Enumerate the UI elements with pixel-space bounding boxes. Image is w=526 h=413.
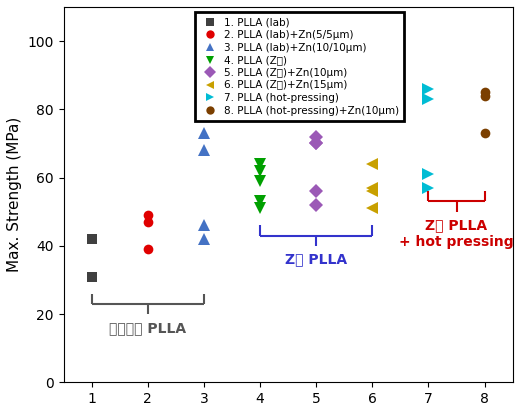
Text: Z社 PLLA: Z社 PLLA	[285, 253, 347, 267]
Text: Z社 PLLA
+ hot pressing: Z社 PLLA + hot pressing	[399, 218, 514, 249]
Legend: 1. PLLA (lab), 2. PLLA (lab)+Zn(5/5μm), 3. PLLA (lab)+Zn(10/10μm), 4. PLLA (Z社),: 1. PLLA (lab), 2. PLLA (lab)+Zn(5/5μm), …	[195, 12, 404, 121]
Y-axis label: Max. Strength (MPa): Max. Strength (MPa)	[7, 117, 22, 272]
Text: 자체제작 PLLA: 자체제작 PLLA	[109, 321, 186, 335]
